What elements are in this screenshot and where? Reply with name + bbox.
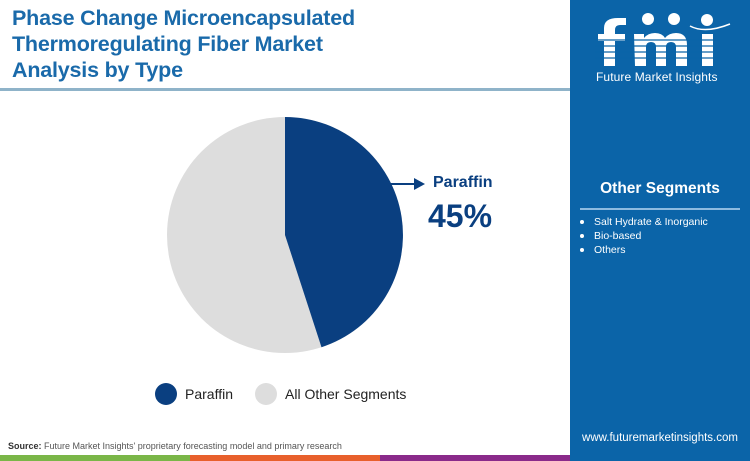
other-segments-list: Salt Hydrate & Inorganic Bio-based Other… xyxy=(576,215,708,257)
legend-item-other: All Other Segments xyxy=(255,383,406,405)
title-line-2: Thermoregulating Fiber Market xyxy=(12,32,323,56)
other-segments-divider xyxy=(580,208,740,210)
other-segments-title: Other Segments xyxy=(600,180,720,197)
footer-bar-orange xyxy=(190,455,380,461)
title-line-3: Analysis by Type xyxy=(12,58,183,82)
callout-label: Paraffin xyxy=(433,174,493,191)
pie-chart xyxy=(167,117,425,353)
bullet-icon xyxy=(580,248,584,252)
list-item: Salt Hydrate & Inorganic xyxy=(576,215,708,229)
legend-swatch-paraffin xyxy=(155,383,177,405)
arrow-right-icon xyxy=(414,178,425,190)
legend-swatch-other xyxy=(255,383,277,405)
list-item: Bio-based xyxy=(576,229,708,243)
page-title: Phase Change Microencapsulated Thermoreg… xyxy=(12,5,562,83)
list-item: Others xyxy=(576,243,708,257)
pie-slice-paraffin xyxy=(285,117,403,348)
chart-legend: Paraffin All Other Segments xyxy=(155,383,428,405)
legend-label: Paraffin xyxy=(185,386,233,402)
footer-bar-green xyxy=(0,455,190,461)
side-panel: Future Market Insights Other Segments Sa… xyxy=(570,0,750,461)
source-note: Source: Future Market Insights' propriet… xyxy=(8,441,342,451)
legend-label: All Other Segments xyxy=(285,386,407,402)
legend-item-paraffin: Paraffin xyxy=(155,383,233,405)
fmi-logo-icon xyxy=(595,13,731,66)
footer-bar-purple xyxy=(380,455,570,461)
bullet-icon xyxy=(580,234,584,238)
bullet-icon xyxy=(580,220,584,224)
website-link[interactable]: www.futuremarketinsights.com xyxy=(582,432,738,444)
callout-value: 45% xyxy=(428,198,493,234)
title-line-1: Phase Change Microencapsulated xyxy=(12,6,355,30)
title-divider xyxy=(0,88,570,91)
logo-text: Future Market Insights xyxy=(596,70,718,84)
